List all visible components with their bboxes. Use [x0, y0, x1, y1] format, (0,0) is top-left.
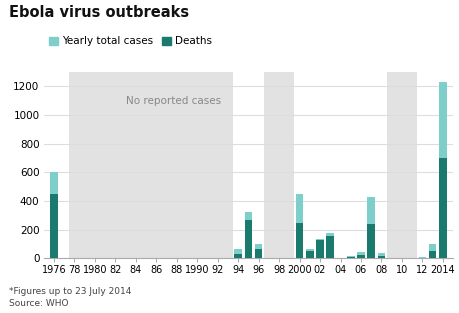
Legend: Yearly total cases, Deaths: Yearly total cases, Deaths	[49, 36, 212, 46]
Text: No reported cases: No reported cases	[125, 96, 220, 106]
Bar	[367, 197, 374, 258]
Bar	[295, 194, 303, 258]
Bar	[315, 239, 323, 258]
Bar	[377, 253, 385, 258]
Bar	[234, 249, 241, 258]
Bar	[386, 72, 416, 258]
Bar	[263, 72, 294, 258]
Bar	[305, 249, 313, 258]
Bar	[315, 240, 323, 258]
Bar	[305, 251, 313, 258]
Text: *Figures up to 23 July 2014: *Figures up to 23 July 2014	[9, 287, 131, 296]
Bar	[438, 158, 446, 258]
Bar	[69, 72, 233, 258]
Bar	[244, 220, 252, 258]
Bar	[356, 252, 364, 258]
Text: Source: WHO: Source: WHO	[9, 299, 68, 308]
Bar	[244, 212, 252, 258]
Bar	[295, 223, 303, 258]
Bar	[418, 257, 425, 258]
Bar	[428, 244, 436, 258]
Bar	[438, 82, 446, 258]
Bar	[254, 249, 262, 258]
Bar	[234, 254, 241, 258]
Bar	[377, 256, 385, 258]
Bar	[428, 251, 436, 258]
Bar	[50, 194, 58, 258]
Bar	[254, 244, 262, 258]
Bar	[346, 256, 354, 258]
Bar	[356, 255, 364, 258]
Bar	[326, 233, 333, 258]
Bar	[50, 172, 58, 258]
Bar	[326, 236, 333, 258]
Bar	[346, 257, 354, 258]
Bar	[367, 224, 374, 258]
Text: Ebola virus outbreaks: Ebola virus outbreaks	[9, 5, 189, 20]
